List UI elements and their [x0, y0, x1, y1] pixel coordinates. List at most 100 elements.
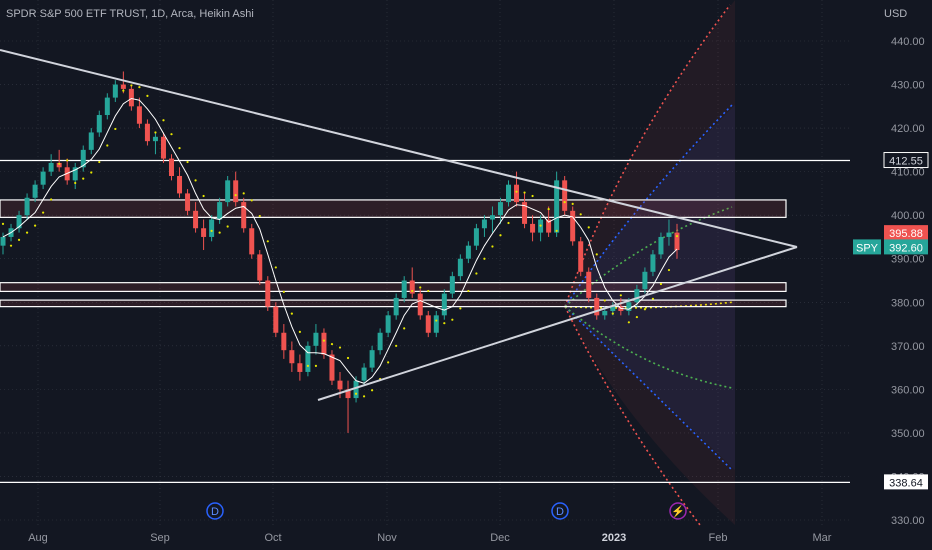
candle-body: [72, 167, 78, 181]
event-marker-ring: [206, 502, 224, 520]
trail-dot: [250, 199, 253, 202]
candle-body: [425, 315, 431, 333]
candle-body: [16, 215, 22, 229]
candle-body: [281, 332, 287, 351]
candle-body: [369, 350, 375, 368]
candle: [185, 189, 191, 216]
candle-body: [80, 149, 86, 168]
trail-dot: [659, 282, 663, 286]
candle-body: [128, 88, 134, 107]
event-marker: D: [551, 502, 569, 520]
candle: [578, 236, 584, 277]
candle-body: [32, 184, 38, 198]
support-badge-text: 338.64: [889, 477, 923, 489]
candle-body: [96, 115, 102, 133]
candle-body: [666, 232, 672, 237]
candle: [201, 219, 207, 251]
trail-dot: [114, 127, 117, 131]
trail-dot: [130, 84, 133, 87]
trail-dot: [571, 202, 574, 205]
trail-dot: [42, 211, 45, 214]
trail-dot: [338, 346, 342, 349]
candle: [241, 197, 247, 233]
event-marker: D: [206, 502, 224, 520]
candle: [24, 193, 30, 220]
candle: [506, 180, 511, 207]
trail-dot: [539, 224, 542, 227]
candle: [674, 223, 680, 259]
candle-body: [40, 171, 46, 185]
price-badges: 412.55 395.88 392.60 SPY 338.64: [853, 152, 929, 490]
trail-dot: [290, 312, 293, 315]
cone-curve: [564, 306, 733, 471]
y-tick-label: 390.00: [891, 254, 925, 266]
trail-dot: [483, 257, 486, 260]
y-tick-label: 430.00: [891, 80, 925, 92]
candle-body: [578, 241, 584, 272]
trail-dot: [667, 268, 671, 272]
trail-dot: [499, 234, 502, 237]
trail-dot: [162, 119, 165, 122]
candle-body: [554, 180, 560, 233]
level-badge: 412.55: [884, 152, 928, 168]
trail-dot: [411, 289, 414, 293]
candle: [249, 223, 255, 259]
trail-dot: [362, 395, 366, 398]
candle-body: [433, 315, 439, 333]
trail-dot: [138, 86, 141, 89]
candle-body: [233, 180, 239, 203]
event-marker: ⚡: [669, 502, 687, 520]
moving-average: [1, 84, 679, 398]
candle: [465, 241, 471, 264]
trail-dot: [322, 339, 326, 342]
trail-dot: [25, 231, 29, 234]
x-tick-label: 2023: [602, 532, 626, 544]
projection-cone: [564, 0, 735, 526]
trail-dot: [202, 194, 205, 198]
x-tick-label: Oct: [264, 532, 281, 544]
candle-body: [321, 332, 327, 355]
trail-dot: [282, 290, 285, 293]
candle: [273, 302, 279, 338]
trail-dot: [579, 213, 582, 216]
trail-dot: [619, 294, 622, 297]
candle: [489, 206, 495, 233]
candle-body: [514, 184, 520, 203]
candle: [32, 180, 38, 203]
trail-dot: [106, 144, 109, 147]
x-tick-label: Feb: [709, 532, 728, 544]
y-tick-label: 380.00: [891, 297, 925, 309]
trail-dot: [443, 322, 446, 325]
trail-dot: [475, 272, 478, 275]
candle-body: [481, 219, 487, 229]
candle-body: [417, 293, 423, 316]
trail-dot: [274, 266, 277, 269]
y-tick-label: 400.00: [891, 210, 925, 222]
trail-dot: [266, 240, 269, 243]
y-tick-label: 440.00: [891, 36, 925, 48]
trail-dot: [58, 162, 61, 165]
candle-body: [305, 345, 311, 372]
trail-dot: [242, 192, 245, 195]
candle-body: [104, 97, 110, 116]
trail-dot: [563, 201, 566, 204]
candle: [289, 341, 295, 372]
candle: [666, 219, 672, 246]
candle-body: [674, 232, 680, 251]
candle-body: [586, 271, 592, 298]
candle: [160, 132, 166, 163]
trail-dot: [515, 190, 518, 193]
candle-body: [345, 389, 351, 399]
candle: [56, 149, 62, 172]
candle-body: [241, 202, 247, 229]
candle: [0, 232, 6, 255]
candle-body: [289, 350, 295, 364]
level-badge-bg: [884, 152, 928, 168]
candle-body: [385, 315, 391, 333]
candle: [497, 197, 503, 224]
candle: [457, 254, 463, 281]
y-tick-label: 420.00: [891, 123, 925, 135]
x-tick-label: Sep: [150, 532, 170, 544]
trail-dot: [306, 364, 310, 367]
